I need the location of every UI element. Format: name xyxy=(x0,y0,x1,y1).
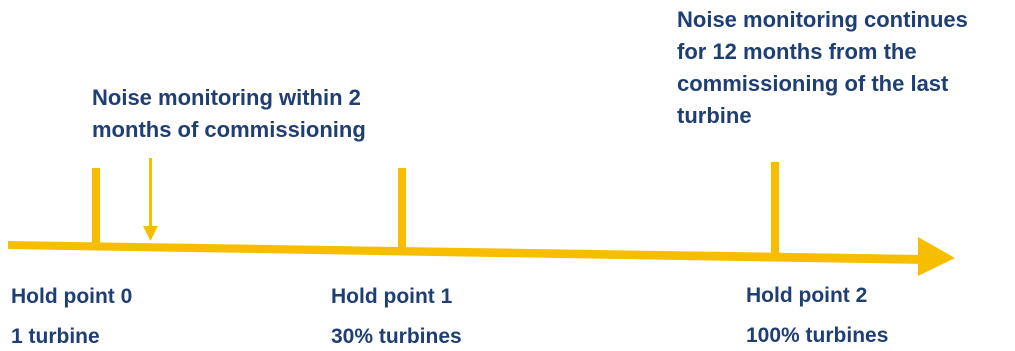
early-monitoring-line-1: Noise monitoring within 2 xyxy=(92,85,361,110)
hold-point-1-title: Hold point 1 xyxy=(331,285,453,308)
hold-point-0-detail: 1 turbine xyxy=(11,325,100,348)
timeline-arrow-shaft xyxy=(8,241,925,264)
hold-point-1-label: Hold point 1 30% turbines xyxy=(331,277,462,351)
continued-monitoring-line-4: turbine xyxy=(677,103,752,128)
hold-point-0-tick xyxy=(92,168,100,246)
early-monitoring-line-2: months of commissioning xyxy=(92,117,366,142)
hold-point-1-tick xyxy=(398,168,406,251)
hold-point-0-label: Hold point 0 1 turbine xyxy=(11,277,132,351)
hold-point-2-label: Hold point 2 100% turbines xyxy=(746,276,888,351)
timeline-arrow-head xyxy=(918,237,955,276)
early-monitoring-note: Noise monitoring within 2 months of comm… xyxy=(92,82,366,146)
monitoring-down-arrow xyxy=(143,158,158,241)
hold-point-0-title: Hold point 0 xyxy=(11,285,133,308)
continued-monitoring-line-1: Noise monitoring continues xyxy=(677,7,968,32)
hold-point-2-detail: 100% turbines xyxy=(746,324,889,347)
continued-monitoring-line-3: commissioning of the last xyxy=(677,71,949,96)
continued-monitoring-note: Noise monitoring continues for 12 months… xyxy=(677,4,968,132)
continued-monitoring-line-2: for 12 months from the xyxy=(677,39,917,64)
hold-point-1-detail: 30% turbines xyxy=(331,325,462,348)
hold-point-2-tick xyxy=(771,162,779,256)
hold-point-2-title: Hold point 2 xyxy=(746,284,868,307)
